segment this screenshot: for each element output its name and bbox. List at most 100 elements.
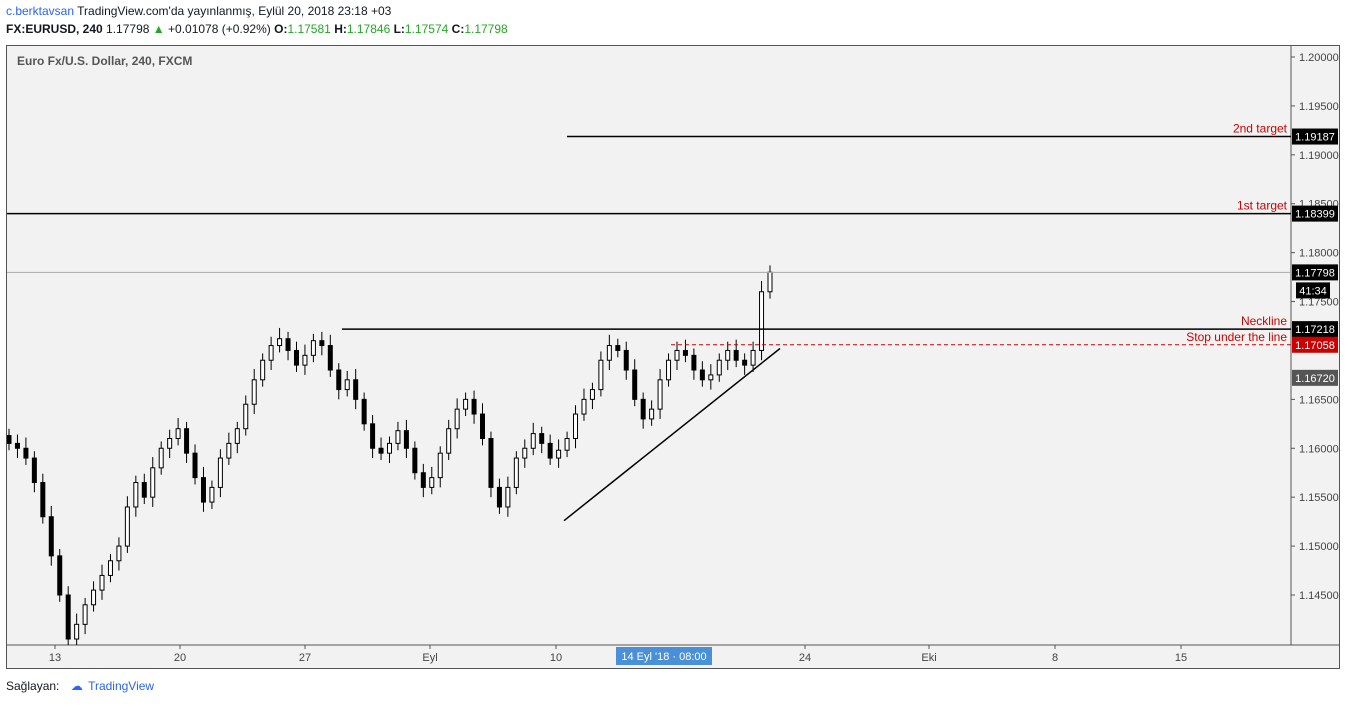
candle-body [370, 423, 376, 449]
open-value: 1.17581 [287, 22, 331, 36]
price-badge [1292, 369, 1338, 386]
tradingview-link[interactable]: TradingView [88, 679, 155, 693]
candle-body [429, 477, 435, 488]
candle-body [209, 486, 215, 503]
footer-label: Sağlayan: [6, 679, 60, 693]
candle-body [14, 442, 20, 449]
first-target-badge-text: 1.18399 [1295, 209, 1335, 221]
high-value: 1.17846 [346, 22, 391, 36]
candle-body [522, 447, 528, 459]
second-target-badge [1292, 128, 1338, 145]
crosshair-time-label: 14 Eyl '18 · 08:00 [621, 651, 706, 663]
candle-body [750, 349, 756, 366]
candle-body [23, 447, 29, 459]
price-badge-text: 1.16720 [1295, 373, 1335, 385]
candle-body [682, 349, 688, 356]
low-label: L: [393, 22, 405, 36]
candle-body [192, 452, 198, 479]
y-tick-label: 1.18000 [1299, 248, 1339, 260]
x-tick-label: 27 [299, 652, 311, 664]
candle-body [336, 369, 342, 391]
open-label: O: [274, 22, 288, 36]
candle-body [530, 433, 536, 449]
y-tick-label: 1.19000 [1299, 150, 1339, 162]
y-tick-label: 1.14500 [1299, 590, 1339, 602]
trend-line [563, 347, 781, 522]
candle-body [454, 408, 460, 430]
price-change: +0.01078 (+0.92%) [168, 22, 271, 36]
last-price: 1.17798 [106, 22, 150, 36]
candle-body [353, 379, 359, 400]
candle-body [361, 398, 367, 425]
candle-body [759, 291, 765, 351]
x-tick-label: 20 [174, 652, 186, 664]
second-target-badge-text: 1.19187 [1295, 132, 1335, 144]
x-tick-label: 24 [799, 652, 811, 664]
price-chart[interactable]: Euro Fx/U.S. Dollar, 240, FXCM 2nd targe… [7, 46, 1339, 668]
candle-body [150, 467, 156, 498]
candle-body [699, 369, 705, 381]
candle-body [640, 398, 646, 420]
x-tick-label: Eki [921, 652, 936, 664]
candle-body [200, 477, 206, 503]
candle-body [573, 413, 579, 439]
candle-body [285, 338, 291, 351]
candle-body [657, 379, 663, 410]
neckline-badge-text: 1.17218 [1295, 324, 1335, 336]
candle-body [243, 403, 249, 430]
second-target-label: 2nd target [1233, 122, 1288, 136]
footer: Sağlayan: ☁ TradingView [6, 679, 154, 693]
close-value: 1.17798 [464, 22, 508, 36]
candle-body [623, 349, 629, 371]
candle-body [581, 398, 587, 415]
candle-body [124, 506, 130, 547]
candle-body [589, 389, 595, 400]
candle-body [725, 349, 731, 361]
candle-body [158, 447, 164, 469]
price-axis[interactable]: 1.200001.195001.190001.185001.180001.175… [1291, 52, 1339, 602]
candle-body [234, 428, 240, 444]
candle-body [310, 340, 316, 356]
candle-body [649, 408, 655, 420]
candle-body [488, 437, 494, 488]
stop-label: Stop under the line [1186, 330, 1287, 344]
candle-body [175, 428, 181, 439]
stop-badge-text: 1.17058 [1295, 340, 1335, 352]
candle-body [767, 271, 773, 293]
candle-body [471, 398, 477, 415]
levels-layer: 2nd target 1st target Neckline Stop under t… [7, 122, 1291, 522]
candle-body [40, 482, 46, 518]
candle-body [674, 349, 680, 361]
candle-body [74, 623, 80, 640]
last-price-badge-text: 1.17798 [1295, 267, 1335, 279]
candle-body [564, 437, 570, 451]
tradingview-logo-icon[interactable]: ☁ [70, 679, 83, 693]
candle-body [82, 604, 88, 625]
candles-layer [7, 265, 773, 645]
candle-body [65, 594, 71, 640]
candle-body [260, 359, 266, 381]
candle-body [319, 340, 325, 347]
time-axis[interactable]: 13 20 27 Eyl 10 24 Eki 8 15 14 Eyl '18 · 08:00 [49, 645, 1187, 665]
ohlc-header: FX:EURUSD, 240 1.17798 ▲ +0.01078 (+0.92… [6, 22, 508, 36]
y-tick-label: 1.15500 [1299, 492, 1339, 504]
candle-body [251, 379, 257, 405]
candle-body [666, 359, 672, 381]
candle-body [387, 442, 392, 454]
author-link[interactable]: c.berktavsan [6, 4, 75, 18]
candle-body [733, 349, 739, 361]
chart-frame[interactable]: Euro Fx/U.S. Dollar, 240, FXCM 2nd targe… [6, 45, 1340, 669]
candle-body [277, 338, 283, 347]
stop-badge [1292, 336, 1338, 353]
crosshair-time-badge [616, 647, 712, 665]
x-tick-label: Eyl [422, 652, 437, 664]
x-tick-label: 13 [49, 652, 61, 664]
candle-body [268, 345, 274, 361]
candle-body [742, 359, 748, 366]
candle-body [99, 574, 105, 591]
countdown-text: 41:34 [1299, 285, 1327, 297]
x-tick-label: 15 [1175, 652, 1187, 664]
candle-body [606, 345, 612, 361]
candle-body [293, 349, 299, 366]
candle-body [632, 369, 638, 400]
